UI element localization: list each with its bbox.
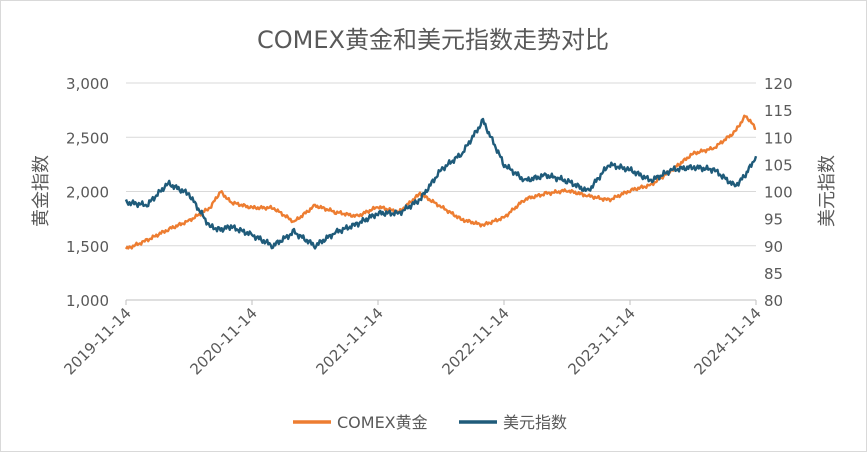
grid-lines: [126, 82, 756, 247]
chart-title: COMEX黄金和美元指数走势对比: [257, 26, 609, 54]
y-axis-left-label: 黄金指数: [31, 155, 52, 227]
x-tick-label: 2022-11-14: [438, 304, 512, 378]
y-left-tick-label: 3,000: [66, 75, 109, 93]
series-group: [124, 114, 758, 250]
y-right-tick-label: 115: [764, 102, 793, 120]
y-axis-right-label: 美元指数: [817, 155, 838, 227]
y-left-tick-label: 1,000: [66, 292, 109, 310]
legend: COMEX黄金 美元指数: [293, 413, 567, 432]
y-right-tick-label: 110: [764, 129, 793, 147]
series-line-usd-index: [124, 117, 758, 250]
legend-label: 美元指数: [503, 413, 567, 432]
legend-label: COMEX黄金: [337, 413, 428, 432]
x-tick-label: 2020-11-14: [186, 304, 260, 378]
x-tick-label: 2021-11-14: [312, 304, 386, 378]
y-left-tick-label: 2,500: [66, 129, 109, 147]
y-right-tick-label: 105: [764, 156, 793, 174]
x-tick-label: 2023-11-14: [564, 304, 638, 378]
y-right-tick-label: 80: [764, 292, 783, 310]
y-right-tick-label: 90: [764, 238, 783, 256]
y-left-tick-label: 2,000: [66, 184, 109, 202]
y-right-tick-label: 95: [764, 211, 783, 229]
x-tick-label: 2024-11-14: [690, 304, 764, 378]
y-left-tick-label: 1,500: [66, 238, 109, 256]
series-line-gold: [124, 114, 757, 250]
y-right-tick-label: 85: [764, 265, 783, 283]
y-right-tick-label: 100: [764, 184, 793, 202]
y-right-tick-label: 120: [764, 75, 793, 93]
x-tick-label: 2019-11-14: [60, 304, 134, 378]
